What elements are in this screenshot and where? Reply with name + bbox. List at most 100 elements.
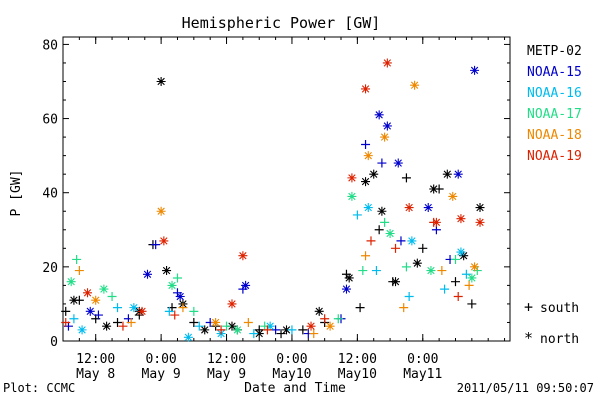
x-tick-label-date: May 8 [76, 367, 115, 382]
north-point [443, 170, 452, 179]
north-point [369, 170, 378, 179]
north-point [394, 159, 403, 168]
north-point [326, 322, 335, 331]
north-point [129, 303, 138, 312]
south-point [454, 292, 463, 301]
x-tick-label-time: 0:00 [407, 352, 438, 367]
north-point [157, 77, 166, 86]
north-point [448, 192, 457, 201]
south-point [451, 255, 460, 264]
north-point [375, 110, 384, 119]
north-point [413, 259, 422, 268]
south-point [353, 210, 362, 219]
south-point [391, 244, 400, 253]
x-tick-label-time: 0:00 [145, 352, 176, 367]
legend-entry: METP-02 [527, 44, 582, 59]
north-point [456, 248, 465, 257]
north-point [386, 229, 395, 238]
y-tick-label: 20 [42, 261, 58, 276]
north-point [233, 325, 242, 334]
south-point [75, 266, 84, 275]
y-tick-label: 60 [42, 113, 58, 128]
south-point [69, 314, 78, 323]
north-point [364, 151, 373, 160]
x-tick-label-date: May10 [338, 367, 377, 382]
north-point [238, 251, 247, 260]
north-point [168, 281, 177, 290]
north-point [476, 203, 485, 212]
north-point [162, 266, 171, 275]
y-tick-label: 40 [42, 187, 58, 202]
north-point [454, 170, 463, 179]
south-point [396, 236, 405, 245]
south-point [366, 236, 375, 245]
north-point [227, 299, 236, 308]
series-legend: METP-02 NOAA-15 NOAA-16 NOAA-17 NOAA-18 NOAA-… [527, 44, 582, 164]
legend-entry: NOAA-15 [527, 65, 582, 80]
north-point [86, 307, 95, 316]
north-point [342, 285, 351, 294]
hemispheric-power-chart: Hemispheric Power [GW] P [GW] Date and T… [0, 0, 600, 400]
north-point [157, 207, 166, 216]
north-point [159, 236, 168, 245]
south-point [113, 303, 122, 312]
south-point [178, 303, 187, 312]
north-point [407, 236, 416, 245]
legend-entry: NOAA-17 [527, 107, 582, 122]
south-point [462, 270, 471, 279]
south-point [405, 292, 414, 301]
south-point [72, 255, 81, 264]
x-tick-label-time: 12:00 [207, 352, 246, 367]
north-point [470, 262, 479, 271]
south-point [375, 225, 384, 234]
north-point [347, 173, 356, 182]
marker-label: north [540, 332, 579, 347]
north-point [361, 177, 370, 186]
x-tick-label-date: May 9 [207, 367, 246, 382]
marker-symbol: + [524, 298, 533, 316]
north-point [143, 270, 152, 279]
north-point [391, 277, 400, 286]
footer-left: Plot: CCMC [3, 381, 75, 395]
x-tick-label-date: May 9 [142, 367, 181, 382]
south-point [361, 251, 370, 260]
north-point [361, 84, 370, 93]
north-point [91, 296, 100, 305]
chart-title: Hemispheric Power [GW] [182, 14, 381, 32]
y-tick-label: 80 [42, 38, 58, 53]
marker-symbol: * [524, 329, 533, 347]
south-point [361, 140, 370, 149]
marker-label: south [540, 301, 579, 316]
south-point [287, 325, 296, 334]
north-point [383, 58, 392, 67]
legend-entry: NOAA-16 [527, 86, 582, 101]
south-point [173, 273, 182, 282]
y-axis: 0 20 40 60 80 [42, 38, 510, 350]
south-point [418, 244, 427, 253]
legend-entry: NOAA-18 [527, 128, 582, 143]
y-tick-label: 0 [50, 335, 58, 350]
south-point [380, 218, 389, 227]
south-point [440, 285, 449, 294]
north-point [211, 318, 220, 327]
y-axis-label: P [GW] [9, 170, 24, 217]
north-point [424, 203, 433, 212]
north-point [405, 203, 414, 212]
north-point [470, 66, 479, 75]
x-tick-label-time: 0:00 [276, 352, 307, 367]
south-point [467, 299, 476, 308]
south-point [437, 266, 446, 275]
south-point [377, 159, 386, 168]
south-point [358, 266, 367, 275]
north-point [347, 192, 356, 201]
south-point [372, 266, 381, 275]
south-point [402, 173, 411, 182]
south-point [244, 318, 253, 327]
north-point [383, 121, 392, 130]
south-point [399, 303, 408, 312]
north-point [83, 288, 92, 297]
north-point [315, 307, 324, 316]
north-point [99, 285, 108, 294]
north-point [176, 292, 185, 301]
x-tick-label-time: 12:00 [76, 352, 115, 367]
